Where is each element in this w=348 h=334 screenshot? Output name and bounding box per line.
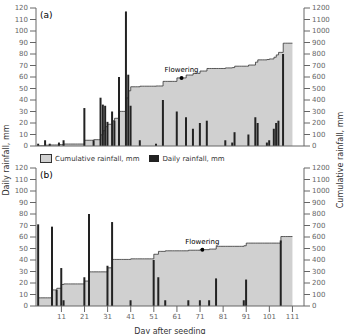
svg-text:71: 71	[196, 313, 205, 321]
svg-text:40: 40	[19, 256, 28, 264]
svg-text:41: 41	[126, 313, 135, 321]
svg-text:Flowering: Flowering	[165, 66, 199, 74]
svg-text:300: 300	[312, 268, 325, 276]
svg-text:600: 600	[312, 233, 325, 241]
svg-text:80: 80	[19, 50, 28, 58]
svg-text:70: 70	[19, 222, 28, 230]
svg-text:1200: 1200	[312, 4, 330, 12]
html-text:Cumulative rainfall, mm: Cumulative rainfall, mm	[336, 111, 345, 209]
svg-text:100: 100	[15, 27, 28, 35]
svg-text:1100: 1100	[312, 176, 330, 184]
svg-text:900: 900	[312, 39, 325, 47]
svg-text:0: 0	[312, 142, 316, 150]
svg-text:50: 50	[19, 85, 28, 93]
svg-text:700: 700	[312, 62, 325, 70]
svg-text:400: 400	[312, 96, 325, 104]
svg-text:200: 200	[312, 119, 325, 127]
svg-text:90: 90	[19, 199, 28, 207]
svg-text:0: 0	[312, 302, 316, 310]
svg-text:81: 81	[219, 313, 228, 321]
svg-text:1000: 1000	[312, 187, 330, 195]
svg-text:500: 500	[312, 85, 325, 93]
svg-text:30: 30	[19, 268, 28, 276]
svg-text:120: 120	[15, 164, 28, 172]
svg-text:600: 600	[312, 73, 325, 81]
svg-text:101: 101	[263, 313, 276, 321]
html-text:Cumulative rainfall, mm: Cumulative rainfall, mm	[55, 154, 140, 163]
svg-text:111: 111	[286, 313, 299, 321]
html-text:Daily rainfall, mm: Daily rainfall, mm	[162, 154, 225, 163]
svg-text:100: 100	[15, 187, 28, 195]
svg-text:300: 300	[312, 108, 325, 116]
svg-text:1000: 1000	[312, 27, 330, 35]
svg-text:61: 61	[172, 313, 181, 321]
svg-text:91: 91	[242, 313, 251, 321]
svg-text:1200: 1200	[312, 164, 330, 172]
svg-text:0: 0	[24, 302, 28, 310]
html-text:Daily rainfall, mm: Daily rainfall, mm	[2, 124, 11, 196]
svg-text:100: 100	[312, 291, 325, 299]
html-text:(a): (a)	[40, 10, 53, 20]
svg-text:110: 110	[15, 16, 28, 24]
svg-text:20: 20	[19, 279, 28, 287]
svg-text:30: 30	[19, 108, 28, 116]
svg-text:400: 400	[312, 256, 325, 264]
svg-text:21: 21	[80, 313, 89, 321]
svg-text:10: 10	[19, 291, 28, 299]
svg-text:51: 51	[149, 313, 158, 321]
svg-text:700: 700	[312, 222, 325, 230]
svg-text:200: 200	[312, 279, 325, 287]
svg-text:800: 800	[312, 210, 325, 218]
svg-text:80: 80	[19, 210, 28, 218]
svg-text:110: 110	[15, 176, 28, 184]
svg-text:500: 500	[312, 245, 325, 253]
svg-text:70: 70	[19, 62, 28, 70]
svg-text:50: 50	[19, 245, 28, 253]
svg-text:11: 11	[57, 313, 66, 321]
svg-text:31: 31	[103, 313, 112, 321]
svg-text:900: 900	[312, 199, 325, 207]
svg-text:40: 40	[19, 96, 28, 104]
svg-text:20: 20	[19, 119, 28, 127]
svg-text:0: 0	[24, 142, 28, 150]
svg-text:60: 60	[19, 73, 28, 81]
svg-text:10: 10	[19, 131, 28, 139]
svg-text:Flowering: Flowering	[185, 238, 219, 246]
html-text:(b): (b)	[40, 170, 53, 180]
svg-text:800: 800	[312, 50, 325, 58]
svg-text:1100: 1100	[312, 16, 330, 24]
svg-text:100: 100	[312, 131, 325, 139]
svg-text:90: 90	[19, 39, 28, 47]
svg-text:Day after seeding: Day after seeding	[134, 327, 205, 334]
svg-text:60: 60	[19, 233, 28, 241]
svg-text:120: 120	[15, 4, 28, 12]
